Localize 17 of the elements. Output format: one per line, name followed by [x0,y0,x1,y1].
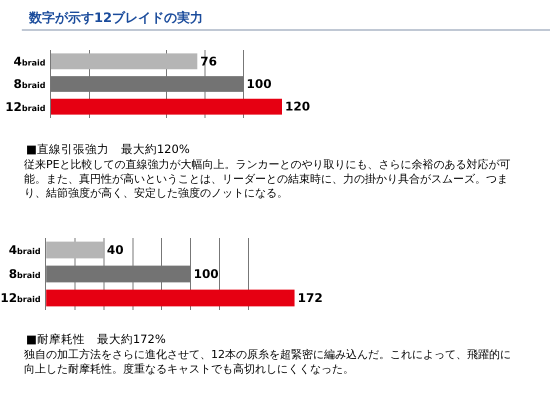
text: ■直線引張強力 最大約120% [26,142,190,156]
y-tick-label: 12braid [0,291,41,306]
y-tick-label: 8braid [14,77,46,92]
data-label: 100 [194,267,219,281]
y-tick-label: 8braid [8,267,41,282]
data-label: 100 [246,77,272,91]
chart-title: 数字が示す12ブレイドの実力 [28,10,204,26]
y-tick-label: 4braid [8,243,41,258]
data-label: 76 [200,54,218,68]
data-label: 40 [106,243,124,257]
text: ■耐摩耗性 最大約172% [26,332,166,346]
data-label: 172 [298,291,323,305]
y-tick-label: 12braid [5,100,46,114]
text: 従来PEと比較しての直線強力が大幅向上。ランカーとのやり取りにも、さらに余裕のある対応が可能。また、真円性が高いということは、リーダーとの結束時に、力の掛かり具合がスムーズ。つまり、結節強度が高く、安定した強度のノットになる。 [24,158,511,200]
y-tick-label: 4braid [14,54,46,69]
data-label: 120 [285,100,310,114]
text: 独自の加工方法をさらに進化させて、12本の原糸を超緊密に編み込んだ。これによって、飛躍的に向上した耐摩耗性。度重なるキャストでも高切れしにくくなった。 [24,348,511,376]
